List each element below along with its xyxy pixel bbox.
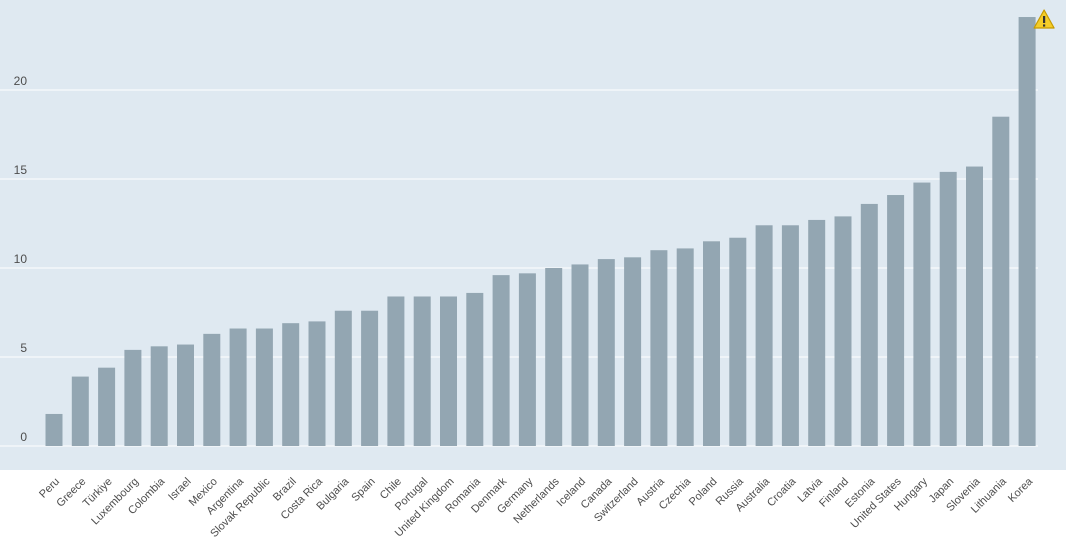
bar <box>992 116 1010 446</box>
bar <box>255 328 273 446</box>
bar <box>492 275 510 446</box>
bar <box>703 241 720 446</box>
x-tick-label: Spain <box>349 476 377 504</box>
bar <box>440 296 457 446</box>
bar <box>71 376 89 446</box>
bar <box>282 323 300 446</box>
bar <box>913 182 931 446</box>
y-axis-ticks: 0 5 10 15 20 <box>14 74 28 444</box>
bar <box>98 367 116 446</box>
y-tick-label: 5 <box>20 341 27 355</box>
bar <box>124 349 142 446</box>
bar <box>755 225 773 446</box>
bar <box>361 310 379 446</box>
bar <box>729 237 747 446</box>
bar <box>676 248 694 446</box>
bar <box>1018 17 1036 447</box>
bar <box>229 328 247 446</box>
bar <box>334 310 352 446</box>
bar <box>808 219 826 446</box>
warning-triangle-icon <box>1033 9 1055 29</box>
bar <box>150 346 168 446</box>
bar <box>518 273 536 446</box>
bar <box>571 264 589 446</box>
bar <box>203 333 221 446</box>
y-tick-label: 0 <box>20 430 27 444</box>
bar <box>308 321 326 446</box>
x-tick-label: Poland <box>687 476 720 509</box>
x-tick-label: Croatia <box>765 475 799 509</box>
bar <box>650 250 668 446</box>
bar <box>887 195 905 446</box>
x-tick-label: Korea <box>1006 475 1036 505</box>
x-axis-ticks: PeruGreeceTürkiyeLuxembourgColombiaIsrae… <box>37 475 1036 540</box>
bar <box>466 292 484 446</box>
bar <box>387 296 405 446</box>
bar <box>177 344 194 446</box>
bar <box>860 203 878 446</box>
bar <box>413 296 431 446</box>
bar <box>781 225 799 446</box>
bar <box>939 171 957 446</box>
annotations <box>1033 9 1055 29</box>
bar <box>624 257 642 446</box>
y-tick-label: 20 <box>14 74 28 88</box>
y-tick-label: 10 <box>14 252 28 266</box>
bar <box>834 216 852 446</box>
bar <box>45 413 63 446</box>
bars <box>45 17 1036 447</box>
y-tick-label: 15 <box>14 163 28 177</box>
bar <box>597 259 615 446</box>
bar <box>545 268 563 446</box>
bar <box>966 166 983 447</box>
